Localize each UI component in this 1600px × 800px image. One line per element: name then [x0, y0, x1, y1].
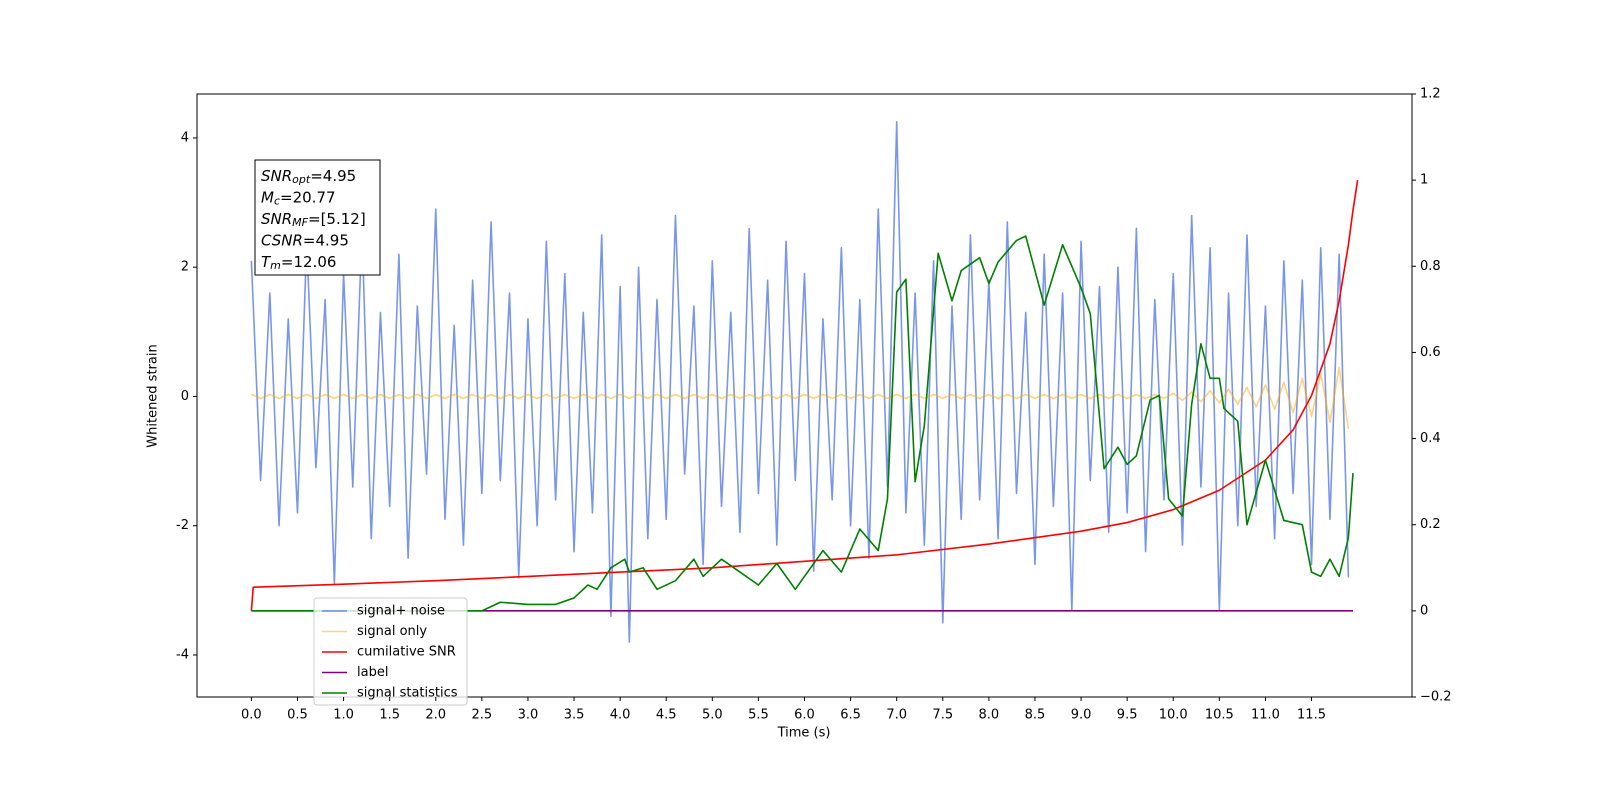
- x-tick-label: 2.5: [472, 708, 493, 723]
- x-tick-label: 6.0: [794, 708, 815, 723]
- annotation-line: Mc=20.77: [261, 188, 336, 208]
- y2-tick-label: 1: [1420, 173, 1428, 188]
- x-tick-label: 3.5: [564, 708, 585, 723]
- y2-tick-label: 0.8: [1420, 259, 1441, 274]
- y2-tick-label: 0: [1420, 603, 1428, 618]
- x-tick-label: 2.0: [425, 708, 446, 723]
- legend-label: signal only: [357, 624, 427, 639]
- x-axis-label: Time (s): [777, 726, 831, 741]
- annotation-subscript: m: [270, 259, 281, 272]
- legend-label: signal+ noise: [357, 604, 445, 619]
- annotation-box: [254, 159, 381, 276]
- annotation-subscript: c: [274, 195, 280, 208]
- annotation-value: =4.95: [303, 231, 349, 249]
- x-tick-label: 10.5: [1205, 708, 1234, 723]
- x-tick-label: 5.5: [748, 708, 769, 723]
- x-tick-label: 0.0: [241, 708, 262, 723]
- x-tick-label: 5.0: [702, 708, 723, 723]
- x-tick-label: 7.0: [886, 708, 907, 723]
- x-tick-label: 9.0: [1071, 708, 1092, 723]
- series-line: [250, 120, 1350, 643]
- x-tick-label: 0.5: [287, 708, 308, 723]
- y2-tick-label: 0.6: [1420, 345, 1441, 360]
- legend-box: [313, 597, 468, 706]
- annotation-subscript: MF: [292, 216, 308, 229]
- annotation-value: =4.95: [310, 167, 356, 185]
- annotation-value: =[5.12]: [308, 210, 366, 228]
- series-line: [250, 180, 1359, 611]
- annotation-value: =20.77: [280, 188, 336, 206]
- x-tick-label: 1.5: [379, 708, 400, 723]
- legend-label: cumilative SNR: [357, 645, 456, 660]
- y2-tick-label: 1.2: [1420, 87, 1441, 102]
- y-tick-label: 2: [181, 260, 189, 275]
- annotation: SNRopt=4.95Mc=20.77SNRMF=[5.12]CSNR=4.95…: [254, 159, 381, 276]
- y-tick-label: 0: [181, 389, 189, 404]
- x-tick-label: 8.5: [1025, 708, 1046, 723]
- annotation-symbol: M: [261, 188, 274, 206]
- x-tick-label: 9.5: [1117, 708, 1138, 723]
- y-tick-label: -4: [176, 647, 189, 662]
- y2-tick-label: 0.4: [1420, 431, 1441, 446]
- plot-area: [250, 120, 1359, 643]
- series-line: [251, 235, 1354, 612]
- annotation-value: =12.06: [281, 253, 337, 271]
- annotation-line: CSNR=4.95: [261, 231, 349, 249]
- x-tick-label: 4.0: [610, 708, 631, 723]
- annotation-line: SNRopt=4.95: [261, 167, 356, 187]
- x-tick-label: 10.0: [1159, 708, 1188, 723]
- annotation-symbol: CSNR: [261, 231, 303, 249]
- x-tick-label: 6.5: [840, 708, 861, 723]
- x-tick-label: 3.0: [518, 708, 539, 723]
- legend-label: label: [357, 665, 388, 680]
- series-line: [251, 366, 1350, 429]
- y2-tick-label: −0.2: [1420, 690, 1452, 705]
- annotation-line: Tm=12.06: [261, 253, 336, 273]
- annotation-symbol: SNR: [261, 210, 292, 228]
- x-tick-label: 1.0: [333, 708, 354, 723]
- x-tick-label: 8.0: [979, 708, 1000, 723]
- x-tick-label: 4.5: [656, 708, 677, 723]
- annotation-line: SNRMF=[5.12]: [261, 210, 366, 230]
- x-tick-label: 11.5: [1297, 708, 1326, 723]
- y2-tick-label: 0.2: [1420, 517, 1441, 532]
- y-tick-label: -2: [176, 518, 189, 533]
- y-axis-label: Whitened strain: [146, 344, 161, 447]
- annotation-symbol: SNR: [261, 167, 292, 185]
- y-tick-label: 4: [181, 130, 189, 145]
- legend-label: signal statistics: [357, 686, 458, 701]
- legend: signal+ noise signal only cumilative SNR la…: [313, 597, 468, 706]
- x-tick-label: 11.0: [1251, 708, 1280, 723]
- x-tick-label: 7.5: [932, 708, 953, 723]
- annotation-subscript: opt: [292, 173, 311, 186]
- annotation-symbol: T: [261, 253, 272, 271]
